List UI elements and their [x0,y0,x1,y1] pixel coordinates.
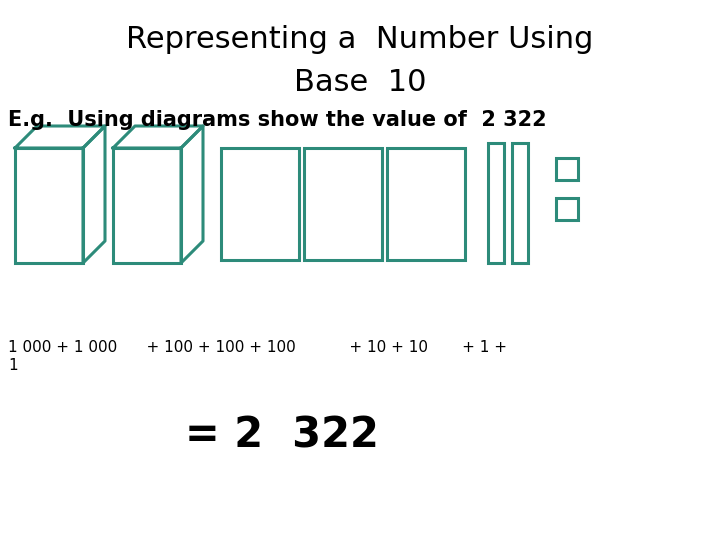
Bar [15,148,83,263]
Bar [113,148,181,263]
Text: Representing a  Number Using: Representing a Number Using [126,25,594,54]
Text: 1 000 + 1 000      + 100 + 100 + 100           + 10 + 10       + 1 +: 1 000 + 1 000 + 100 + 100 + 100 + 10 + 1… [8,340,507,355]
Text: 1: 1 [8,358,17,373]
Bar [304,148,382,260]
Bar [221,148,299,260]
Text: = 2  322: = 2 322 [185,415,379,457]
Text: Base  10: Base 10 [294,68,426,97]
Text: E.g.  Using diagrams show the value of  2 322: E.g. Using diagrams show the value of 2 … [8,110,546,130]
Bar [488,143,504,263]
Bar [556,198,578,220]
Bar [387,148,465,260]
Bar [556,158,578,180]
Bar [512,143,528,263]
